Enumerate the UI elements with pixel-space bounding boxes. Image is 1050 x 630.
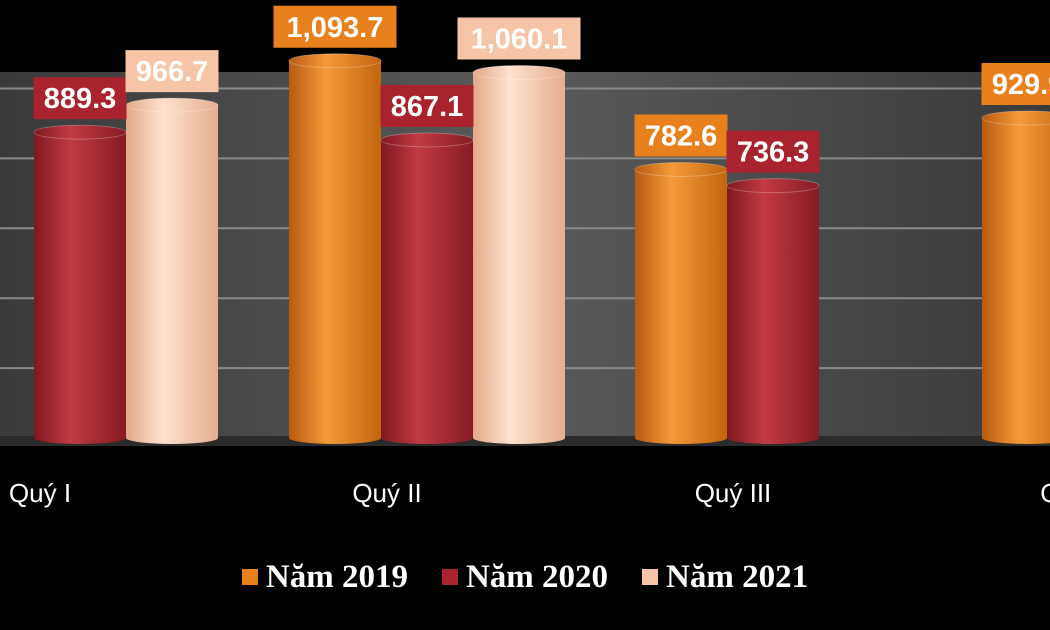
- svg-text:1,093.7: 1,093.7: [287, 12, 384, 44]
- data-label-2019-q3: 782.6: [634, 114, 728, 157]
- legend-swatch-2021: [642, 569, 659, 585]
- svg-text:867.1: 867.1: [391, 91, 464, 123]
- legend-item-2021: Năm 2021: [642, 559, 808, 596]
- bar-2020-q1: [33, 124, 127, 444]
- svg-text:736.3: 736.3: [737, 137, 810, 169]
- svg-text:966.7: 966.7: [136, 56, 209, 88]
- svg-text:929.9: 929.9: [992, 69, 1050, 101]
- svg-text:1,060.1: 1,060.1: [471, 23, 568, 55]
- data-label-2021-q1: 966.7: [125, 50, 219, 93]
- svg-text:782.6: 782.6: [645, 120, 718, 152]
- legend-item-2020: Năm 2020: [441, 558, 609, 596]
- data-label-2020-q1: 889.3: [33, 77, 127, 120]
- x-tick-label: Quý III: [695, 478, 772, 508]
- legend-label-2021: Năm 2021: [666, 558, 809, 595]
- legend: Năm 2019 Năm 2020 Năm 2021: [0, 553, 1050, 601]
- data-label-2021-q2: 1,060.1: [457, 17, 581, 60]
- bar-2021-q1: [125, 97, 219, 444]
- bar-2020-q3: [726, 178, 820, 444]
- data-label-2019-q4: 929.9: [981, 62, 1050, 105]
- x-tick-label: Quý IV: [1040, 478, 1050, 508]
- bar-2021-q2: [472, 64, 566, 444]
- data-label-2020-q3: 736.3: [726, 130, 820, 173]
- bar-2019-q2: [288, 53, 382, 444]
- bar-2019-q3: [634, 161, 728, 444]
- x-tick-label: Quý II: [352, 478, 421, 508]
- legend-swatch-2020: [441, 569, 458, 585]
- data-label-2019-q2: 1,093.7: [273, 5, 397, 48]
- legend-label-2020: Năm 2020: [465, 558, 609, 595]
- bar-2020-q2: [380, 132, 474, 444]
- legend-swatch-2019: [241, 569, 258, 585]
- svg-text:889.3: 889.3: [44, 83, 117, 115]
- bar-2019-q4: [981, 110, 1050, 444]
- legend-label-2019: Năm 2019: [265, 558, 408, 595]
- data-label-2020-q2: 867.1: [380, 84, 474, 127]
- legend-item-2019: Năm 2019: [241, 558, 408, 596]
- x-tick-label: Quý I: [9, 478, 71, 508]
